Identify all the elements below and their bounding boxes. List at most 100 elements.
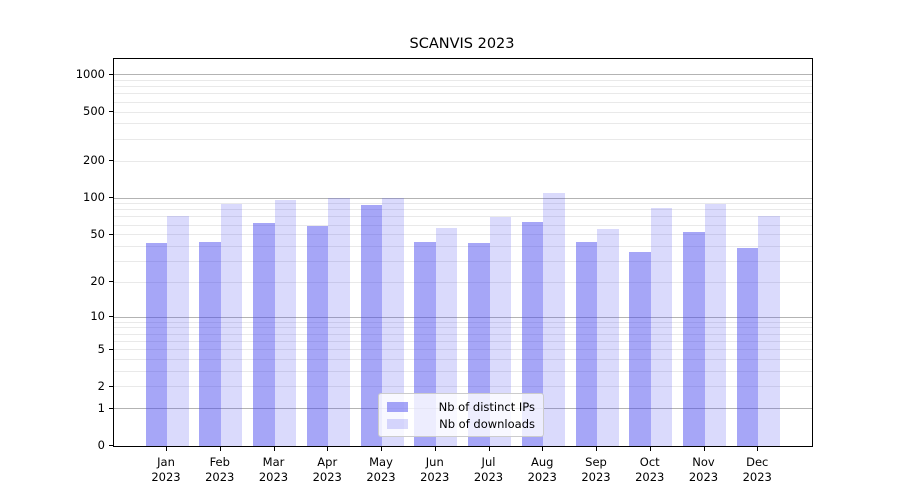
x-tick-year-text: 2023 (151, 469, 181, 484)
x-tick-label-mar: Mar 2023 (242, 455, 306, 484)
x-tick-mark-dec (757, 447, 759, 451)
y-tick-mark-5 (109, 348, 113, 350)
x-tick-label-may: May 2023 (349, 455, 413, 484)
bar-distinct-ips-feb-2023 (199, 241, 221, 446)
bar-downloads-mar-2023 (274, 199, 296, 446)
x-tick-label-jun: Jun 2023 (403, 455, 467, 484)
minor-gridline-400 (114, 123, 812, 125)
legend-item-downloads: Nb of downloads (387, 416, 535, 431)
y-tick-label-1: 1 (97, 400, 105, 415)
x-tick-month-text: Jul (481, 455, 496, 469)
major-gridline-100 (114, 197, 812, 199)
x-tick-mark-jan (166, 447, 167, 451)
x-tick-year-text: 2023 (312, 469, 342, 484)
y-tick-label-100: 100 (83, 190, 105, 205)
x-tick-mark-sep (596, 447, 597, 451)
minor-gridline-600 (114, 101, 812, 103)
x-tick-label-sep: Sep 2023 (564, 455, 628, 484)
bar-distinct-ips-nov-2023 (683, 231, 705, 446)
x-tick-month-text: Sep (585, 455, 607, 469)
x-tick-mark-feb (219, 447, 221, 451)
bar-distinct-ips-dec-2023 (736, 247, 759, 446)
legend-label-distinct-ips: Nb of distinct IPs (438, 399, 535, 414)
x-tick-month-text: Feb (209, 455, 230, 469)
minor-gridline-90 (114, 203, 812, 205)
x-tick-mark-nov (703, 447, 705, 451)
y-tick-mark-500 (109, 111, 113, 113)
bar-downloads-jan-2023 (167, 215, 189, 446)
y-tick-mark-1000 (109, 73, 113, 75)
x-tick-month-text: Oct (639, 455, 660, 469)
x-tick-year-text: 2023 (258, 469, 289, 484)
x-tick-mark-oct (649, 447, 651, 451)
bar-downloads-jul-2023 (489, 217, 511, 446)
chart-title: SCANVIS 2023 (409, 36, 515, 52)
minor-gridline-500 (114, 111, 812, 113)
minor-gridline-40 (114, 245, 812, 247)
x-tick-year-text: 2023 (688, 469, 719, 484)
x-tick-month-text: Mar (262, 455, 285, 469)
major-gridline-10 (114, 316, 812, 318)
x-tick-month-text: Jun (425, 455, 444, 469)
y-tick-label-5: 5 (97, 341, 105, 356)
legend-swatch-downloads (387, 418, 408, 429)
y-tick-label-50: 50 (90, 226, 105, 241)
bar-downloads-aug-2023 (543, 193, 565, 446)
minor-gridline-9 (114, 321, 812, 323)
x-tick-mark-may (381, 447, 382, 451)
minor-gridline-700 (114, 93, 812, 95)
x-tick-mark-mar (273, 447, 275, 451)
bar-downloads-apr-2023 (328, 197, 350, 446)
plot-area (113, 58, 813, 447)
bar-downloads-dec-2023 (758, 215, 780, 446)
minor-gridline-900 (114, 80, 812, 81)
x-tick-year-text: 2023 (366, 469, 396, 484)
y-tick-label-500: 500 (83, 104, 105, 119)
x-tick-label-nov: Nov 2023 (672, 455, 736, 484)
minor-gridline-7 (114, 333, 812, 335)
minor-gridline-30 (114, 261, 812, 263)
legend-label-downloads: Nb of downloads (439, 416, 535, 431)
x-tick-year-text: 2023 (581, 469, 611, 484)
y-tick-label-10: 10 (90, 309, 105, 324)
y-tick-mark-100 (109, 197, 113, 199)
minor-gridline-3 (114, 371, 812, 373)
x-tick-label-jul: Jul 2023 (457, 455, 521, 484)
minor-gridline-50 (114, 234, 812, 236)
minor-gridline-60 (114, 224, 812, 226)
bar-distinct-ips-sep-2023 (575, 241, 597, 446)
legend-item-distinct-ips: Nb of distinct IPs (387, 399, 535, 414)
bar-distinct-ips-may-2023 (360, 204, 382, 446)
y-tick-label-2: 2 (97, 378, 105, 393)
x-tick-month-text: May (369, 455, 393, 469)
y-tick-mark-0 (109, 445, 113, 446)
minor-gridline-300 (114, 138, 812, 140)
bar-downloads-nov-2023 (704, 203, 726, 446)
major-gridline-1000 (114, 74, 812, 76)
x-tick-year-text: 2023 (420, 469, 450, 484)
x-tick-mark-jul (488, 447, 490, 451)
x-tick-month-text: Nov (692, 455, 715, 469)
bar-downloads-sep-2023 (597, 228, 619, 446)
minor-gridline-200 (114, 160, 812, 162)
bar-downloads-jun-2023 (435, 227, 458, 446)
minor-gridline-4 (114, 359, 812, 361)
y-tick-mark-20 (109, 281, 113, 283)
y-tick-mark-1 (109, 407, 113, 409)
minor-gridline-800 (114, 86, 812, 88)
bar-downloads-oct-2023 (650, 207, 673, 446)
x-tick-year-text: 2023 (473, 469, 504, 484)
x-tick-year-text: 2023 (205, 469, 235, 484)
bar-distinct-ips-aug-2023 (521, 221, 544, 446)
x-tick-month-text: Apr (317, 455, 338, 469)
legend: Nb of distinct IPs Nb of downloads (378, 393, 544, 437)
x-tick-month-text: Jan (157, 455, 175, 469)
x-tick-mark-apr (327, 447, 329, 451)
minor-gridline-5 (114, 349, 812, 351)
y-tick-label-20: 20 (90, 274, 105, 289)
minor-gridline-20 (114, 281, 812, 283)
minor-gridline-2 (114, 386, 812, 388)
x-tick-label-apr: Apr 2023 (295, 455, 359, 484)
bar-distinct-ips-jan-2023 (145, 242, 167, 446)
